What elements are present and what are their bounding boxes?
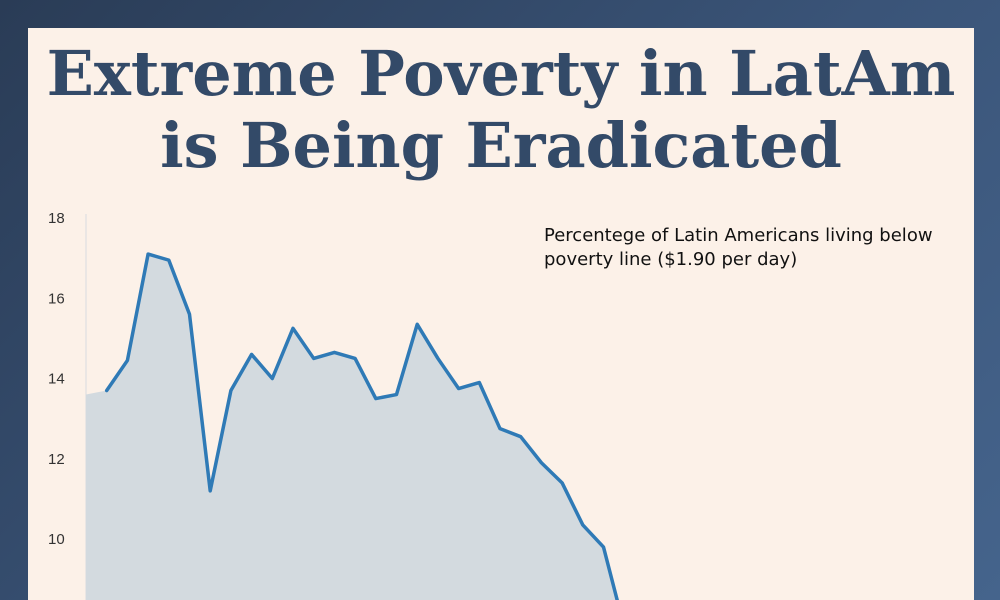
series-area bbox=[86, 254, 625, 600]
title-line-2: is Being Eradicated bbox=[160, 109, 842, 182]
chart-title: Extreme Poverty in LatAm is Being Eradic… bbox=[28, 38, 974, 182]
y-axis-ticks: 10 12 14 16 18 bbox=[48, 210, 65, 548]
y-tick-label: 12 bbox=[48, 451, 65, 468]
title-line-1: Extreme Poverty in LatAm bbox=[46, 37, 956, 110]
series-line bbox=[104, 252, 619, 600]
y-tick-label: 14 bbox=[48, 371, 65, 388]
chart-panel: Extreme Poverty in LatAm is Being Eradic… bbox=[28, 28, 974, 600]
y-tick-label: 10 bbox=[48, 531, 65, 548]
y-tick-label: 18 bbox=[48, 210, 65, 227]
chart-annotation: Percentege of Latin Americans living bel… bbox=[544, 225, 933, 270]
y-tick-label: 16 bbox=[48, 290, 65, 307]
area-chart: 10 12 14 16 18 bbox=[48, 210, 625, 600]
